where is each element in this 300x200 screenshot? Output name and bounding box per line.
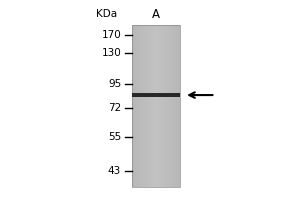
Bar	[149, 25, 150, 187]
Bar	[177, 25, 178, 187]
Bar	[178, 25, 179, 187]
Bar	[169, 25, 170, 187]
Bar	[147, 25, 148, 187]
Bar	[172, 25, 173, 187]
Bar	[132, 25, 133, 187]
Bar	[137, 25, 138, 187]
Bar	[146, 25, 147, 187]
Bar	[174, 25, 175, 187]
Text: 55: 55	[108, 132, 121, 142]
Text: 43: 43	[108, 166, 121, 176]
Bar	[156, 25, 157, 187]
Bar	[153, 25, 154, 187]
Bar	[132, 93, 180, 97]
Bar	[144, 25, 145, 187]
Bar	[143, 25, 144, 187]
Bar	[179, 25, 180, 187]
Text: 72: 72	[108, 103, 121, 113]
Bar	[155, 25, 156, 187]
Bar	[132, 25, 180, 187]
Bar	[165, 25, 166, 187]
Bar	[168, 25, 169, 187]
Bar	[133, 25, 134, 187]
Bar	[145, 25, 146, 187]
Bar	[148, 25, 149, 187]
Bar	[170, 25, 171, 187]
Bar	[164, 25, 165, 187]
Bar	[142, 25, 143, 187]
Text: 95: 95	[108, 79, 121, 89]
Bar	[161, 25, 162, 187]
Text: 170: 170	[101, 30, 121, 40]
Bar	[134, 25, 135, 187]
Bar	[160, 25, 161, 187]
Bar	[150, 25, 151, 187]
Bar	[141, 25, 142, 187]
Bar	[136, 25, 137, 187]
Bar	[157, 25, 158, 187]
Bar	[173, 25, 174, 187]
Bar	[152, 25, 153, 187]
Text: KDa: KDa	[96, 9, 118, 19]
Bar	[139, 25, 140, 187]
Bar	[167, 25, 168, 187]
Bar	[140, 25, 141, 187]
Bar	[135, 25, 136, 187]
Bar	[162, 25, 163, 187]
Bar	[163, 25, 164, 187]
Bar	[159, 25, 160, 187]
Bar	[158, 25, 159, 187]
Bar	[151, 25, 152, 187]
Text: A: A	[152, 8, 160, 21]
Bar	[138, 25, 139, 187]
Bar	[154, 25, 155, 187]
Bar	[171, 25, 172, 187]
Bar	[176, 25, 177, 187]
Text: 130: 130	[101, 48, 121, 58]
